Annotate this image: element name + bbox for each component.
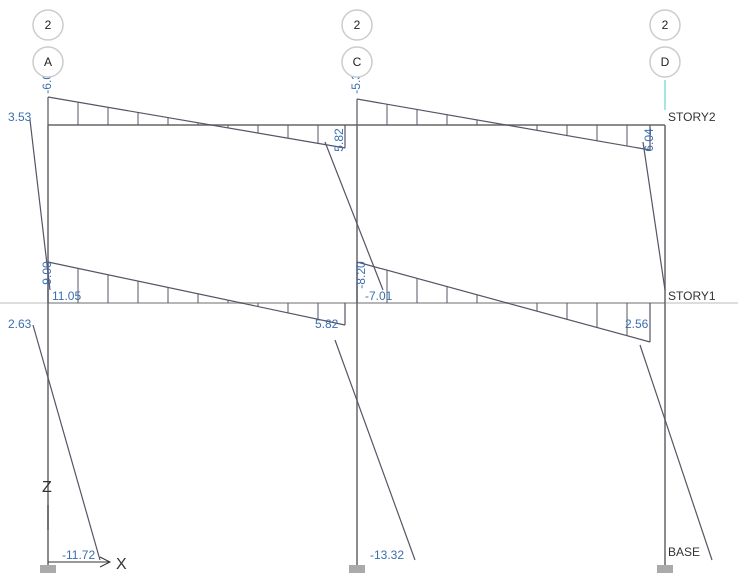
moment-label: 3.53 [8, 110, 32, 124]
moment-label: 5.82 [332, 128, 346, 152]
story-label: STORY1 [668, 289, 716, 303]
column-moment [639, 344, 713, 561]
bubble-col: A [44, 55, 52, 69]
column-moment [29, 119, 51, 291]
grid-bubble [32, 46, 64, 78]
column-moment [32, 324, 101, 561]
beam-moment [356, 261, 651, 343]
grid-bubble [649, 9, 681, 41]
moment-label: 2.63 [8, 317, 32, 331]
moment-diagram [29, 96, 713, 561]
beam-moment [47, 261, 346, 326]
axis-z: Z [42, 479, 52, 496]
grid-bubble [341, 46, 373, 78]
moment-label: 2.56 [625, 317, 649, 331]
moment-label: -11.72 [62, 548, 95, 562]
column-moment [642, 141, 666, 291]
axis-indicator: Z X [42, 479, 127, 573]
column-moment [334, 339, 416, 561]
moment-label: 11.05 [52, 289, 81, 303]
structure [0, 80, 738, 573]
story-label: BASE [668, 545, 700, 559]
moment-label: 5.82 [315, 317, 339, 331]
bubble-row: 2 [662, 18, 669, 32]
grid-bubble [32, 9, 64, 41]
grid-bubble [341, 9, 373, 41]
bubble-row: 2 [354, 18, 361, 32]
bubble-col: C [353, 55, 362, 69]
moment-label: -13.32 [370, 548, 404, 562]
bubble-row: 2 [45, 18, 52, 32]
bubble-col: D [661, 55, 670, 69]
beam-moment [356, 98, 651, 151]
story-label: STORY2 [668, 110, 716, 124]
moment-label: -7.01 [365, 289, 393, 303]
grid-bubble [649, 46, 681, 78]
moment-label: 6.04 [642, 128, 656, 152]
moment-label: -8.20 [354, 261, 368, 289]
column-moment [324, 141, 384, 291]
beam-moment [47, 96, 346, 149]
axis-x: X [116, 556, 127, 573]
moment-label: -9.00 [40, 261, 54, 289]
